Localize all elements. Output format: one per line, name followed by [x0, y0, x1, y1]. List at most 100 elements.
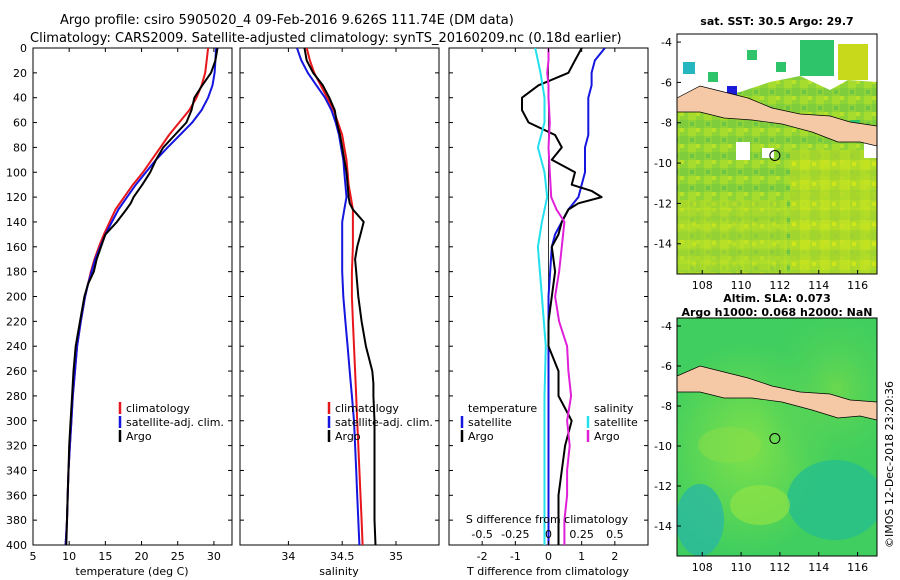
argo-location-marker [769, 150, 781, 162]
map-y-tick-label: -12 [654, 197, 672, 210]
argo-location-marker [769, 433, 781, 445]
sla-map-low-anomaly [787, 460, 877, 540]
x-tick-label: -2 [477, 550, 488, 563]
temperature-panel [32, 47, 233, 546]
legend-label-t-satellite: satellite [468, 416, 512, 429]
difference-lines [521, 48, 606, 545]
s-tick-label: -0.25 [501, 528, 529, 541]
legend-label-s-satellite: satellite [594, 416, 638, 429]
map-x-tick-label: 112 [769, 561, 790, 574]
depth-tick-label: 280 [6, 390, 27, 403]
map-x-tick-label: 116 [847, 279, 868, 292]
sla-map-land-java [677, 365, 877, 421]
sst-map-frame [676, 33, 878, 275]
depth-tick-label: 160 [6, 241, 27, 254]
series-line-satellite-adj-clim- [296, 48, 361, 545]
depth-tick-label: 340 [6, 464, 27, 477]
legend-label-argo: Argo [126, 430, 152, 443]
sst-map-pixels [747, 50, 757, 60]
x-tick-label: 5 [30, 550, 37, 563]
temperature-lines [64, 48, 219, 545]
map-x-tick-label: 110 [731, 279, 752, 292]
sst-map-title: sat. SST: 30.5 Argo: 29.7 [700, 15, 853, 28]
axes-ticks: 5 10 15 20 25 30 34 34.5 35 -2 -1 0 1 2 -0.5 -0.25 0 0.25… [30, 47, 648, 563]
x-tick-label: 10 [62, 550, 76, 563]
depth-tick-label: 240 [6, 340, 27, 353]
map-x-tick-label: 108 [692, 561, 713, 574]
sst-map-pixels [683, 62, 695, 74]
x-tick-label: 35 [389, 550, 403, 563]
series-line-argo [303, 48, 377, 545]
depth-axis: 0 20 40 60 80 100 120 140 160 180 200 220 240 260 280 3… [6, 42, 27, 552]
sst-map-land-java [677, 85, 877, 147]
sla-map-title-2: Argo h1000: 0.068 h2000: NaN [681, 306, 872, 319]
sla-map-low-anomaly [677, 484, 724, 556]
salinity-panel [239, 47, 440, 546]
map-y-tick-label: -12 [654, 480, 672, 493]
s-tick-label: 0 [545, 528, 552, 541]
x-tick-label: 0 [545, 550, 552, 563]
sst-map-axes: 108 110 112 114 116 -4 -6 -8 -10 -12 -14 [654, 36, 868, 292]
temperature-xlabel: temperature (deg C) [75, 565, 188, 578]
title-line-2: Climatology: CARS2009. Satellite-adjuste… [30, 31, 622, 46]
x-tick-label: 25 [171, 550, 185, 563]
s-difference-label: S difference from climatology [466, 513, 629, 526]
x-tick-label: 30 [207, 550, 221, 563]
legend-heading-temperature: temperature [468, 402, 537, 415]
x-tick-label: 34.5 [330, 550, 355, 563]
sla-map-frame [676, 317, 878, 557]
map-y-tick-label: -14 [654, 520, 672, 533]
difference-legend-temperature: temperature satellite Argo [460, 402, 537, 443]
sst-map-south-region [677, 200, 787, 274]
depth-tick-label: 220 [6, 315, 27, 328]
map-y-tick-label: -10 [654, 440, 672, 453]
imos-credit: ©IMOS 12-Dec-2018 23:20:36 [883, 381, 896, 548]
depth-tick-label: 0 [20, 42, 27, 55]
difference-xlabel: T difference from climatology [466, 565, 629, 578]
depth-tick-label: 180 [6, 266, 27, 279]
x-tick-label: -1 [510, 550, 521, 563]
depth-tick-label: 120 [6, 191, 27, 204]
legend-label-climatology: climatology [335, 402, 399, 415]
salinity-lines [296, 48, 377, 545]
sst-map-warm-region [790, 150, 877, 274]
sla-map [677, 318, 877, 556]
series-line-s-satellite [534, 48, 549, 545]
s-tick-label: -0.5 [471, 528, 492, 541]
salinity-xlabel: salinity [319, 565, 359, 578]
legend-label-t-argo: Argo [468, 430, 494, 443]
sst-map-cloud [762, 148, 774, 158]
map-x-tick-label: 114 [808, 561, 829, 574]
series-line-t-satellite [547, 48, 606, 545]
sst-map-pixels [838, 44, 868, 80]
temperature-legend: climatology satellite-adj. clim. Argo [118, 402, 224, 443]
map-y-tick-label: -8 [661, 400, 672, 413]
series-line-climatology [305, 48, 364, 545]
depth-tick-label: 360 [6, 489, 27, 502]
legend-label-argo: Argo [335, 430, 361, 443]
sst-map-cloud [736, 142, 750, 160]
sla-map-high-anomaly [730, 485, 790, 525]
legend-label-satellite: satellite-adj. clim. [335, 416, 433, 429]
sst-map [677, 34, 877, 274]
depth-tick-label: 140 [6, 216, 27, 229]
x-tick-label: 15 [98, 550, 112, 563]
x-tick-label: 34 [281, 550, 295, 563]
legend-label-s-argo: Argo [594, 430, 620, 443]
map-y-tick-label: -10 [654, 157, 672, 170]
series-line-s-argo [546, 48, 573, 545]
x-tick-label: 1 [578, 550, 585, 563]
title-line-1: Argo profile: csiro 5905020_4 09-Feb-201… [60, 13, 514, 28]
s-tick-label: 0.25 [569, 528, 594, 541]
series-line-t-argo [521, 48, 603, 545]
depth-tick-label: 400 [6, 539, 27, 552]
legend-label-satellite: satellite-adj. clim. [126, 416, 224, 429]
depth-tick-label: 300 [6, 415, 27, 428]
salinity-legend: climatology satellite-adj. clim. Argo [327, 402, 433, 443]
depth-tick-label: 80 [13, 141, 27, 154]
map-y-tick-label: -4 [661, 36, 672, 49]
legend-heading-salinity: salinity [594, 402, 634, 415]
map-x-tick-label: 112 [769, 279, 790, 292]
x-tick-label: 20 [135, 550, 149, 563]
